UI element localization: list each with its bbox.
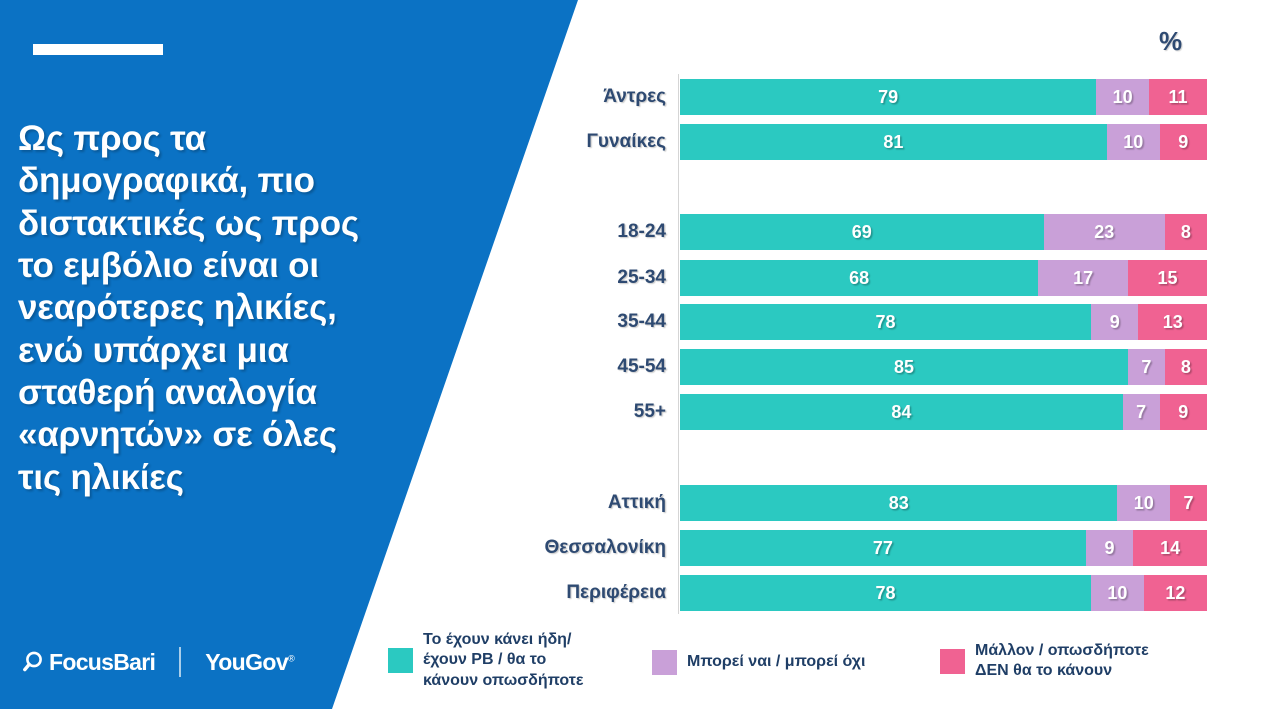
bar-segment-maybe: 9 bbox=[1091, 304, 1139, 340]
bar-row-label: 18-24 bbox=[617, 221, 666, 242]
bar-segment-yes: 68 bbox=[680, 260, 1039, 296]
chart-legend: Το έχουν κάνει ήδη/ έχουν PB / θα το κάν… bbox=[0, 628, 1269, 709]
bar-segment-maybe: 17 bbox=[1038, 260, 1128, 296]
bar-segment-no: 15 bbox=[1127, 260, 1207, 296]
bar-segment-maybe: 7 bbox=[1127, 349, 1165, 385]
bar-segment-maybe: 10 bbox=[1096, 79, 1150, 115]
table-row: 78 10 12 bbox=[680, 575, 1207, 611]
chart-axis-line bbox=[678, 74, 679, 614]
bar-row-label: Περιφέρεια bbox=[566, 582, 666, 603]
page-title: Ως προς τα δημογραφικά, πιο διστακτικές … bbox=[18, 119, 359, 497]
bar-row-label: 45-54 bbox=[617, 356, 666, 377]
table-row: 78 9 13 bbox=[680, 304, 1207, 340]
accent-rule bbox=[33, 44, 163, 55]
bar-segment-yes: 84 bbox=[680, 394, 1123, 430]
bar-segment-no: 8 bbox=[1164, 214, 1207, 250]
bar-row-label: 35-44 bbox=[617, 311, 666, 332]
bar-segment-no: 12 bbox=[1143, 575, 1207, 611]
trademark-mark: ® bbox=[288, 652, 295, 663]
table-row: 77 9 14 bbox=[680, 530, 1207, 566]
table-row: 85 7 8 bbox=[680, 349, 1207, 385]
legend-swatch-yes bbox=[388, 647, 413, 673]
bar-segment-maybe: 9 bbox=[1085, 530, 1134, 566]
bar-row-label: Αττική bbox=[607, 492, 666, 513]
percent-axis-label: % bbox=[1159, 26, 1183, 56]
legend-item-yes[interactable]: Το έχουν κάνει ήδη/ έχουν PB / θα το κάν… bbox=[388, 630, 584, 691]
bar-segment-maybe: 7 bbox=[1122, 394, 1160, 430]
focusbari-logo: FocusBari bbox=[22, 648, 156, 675]
magnifier-icon bbox=[22, 649, 48, 675]
bar-segment-maybe: 10 bbox=[1091, 575, 1144, 611]
bar-row-label: Γυναίκες bbox=[586, 131, 667, 152]
bar-segment-maybe: 23 bbox=[1043, 214, 1165, 250]
bar-row-label: 55+ bbox=[633, 401, 666, 422]
legend-label-no: Μάλλον / οπωσδήποτε ΔΕΝ θα το κάνουν bbox=[975, 642, 1149, 680]
bar-segment-no: 7 bbox=[1170, 485, 1207, 521]
bar-segment-yes: 78 bbox=[680, 575, 1092, 611]
table-row: 84 7 9 bbox=[680, 394, 1207, 430]
bar-segment-yes: 79 bbox=[680, 79, 1097, 115]
bar-segment-yes: 77 bbox=[680, 530, 1086, 566]
bar-row-label: Άντρες bbox=[603, 86, 666, 107]
table-row: 79 10 11 bbox=[680, 79, 1207, 115]
bar-segment-no: 11 bbox=[1149, 79, 1207, 115]
yougov-wordmark: YouGov bbox=[205, 648, 289, 675]
legend-label-yes: Το έχουν κάνει ήδη/ έχουν PB / θα το κάν… bbox=[423, 631, 584, 689]
table-row: 68 17 15 bbox=[680, 260, 1207, 296]
bar-segment-no: 14 bbox=[1133, 530, 1207, 566]
bar-segment-yes: 85 bbox=[680, 349, 1128, 385]
bar-segment-no: 9 bbox=[1159, 394, 1207, 430]
table-row: 83 10 7 bbox=[680, 485, 1207, 521]
bar-segment-maybe: 10 bbox=[1106, 124, 1160, 160]
focusbari-wordmark: FocusBari bbox=[49, 648, 156, 675]
yougov-logo: YouGov® bbox=[205, 648, 295, 675]
legend-label-maybe: Μπορεί ναι / μπορεί όχι bbox=[687, 653, 866, 671]
footer-logos: FocusBari YouGov® bbox=[22, 645, 295, 679]
bar-segment-no: 8 bbox=[1164, 349, 1207, 385]
table-row: 69 23 8 bbox=[680, 214, 1207, 250]
legend-item-no[interactable]: Μάλλον / οπωσδήποτε ΔΕΝ θα το κάνουν bbox=[940, 641, 1149, 682]
legend-item-maybe[interactable]: Μπορεί ναι / μπορεί όχι bbox=[652, 650, 865, 675]
bar-segment-no: 9 bbox=[1159, 124, 1207, 160]
legend-swatch-no bbox=[940, 648, 965, 674]
legend-swatch-maybe bbox=[652, 650, 677, 675]
bar-segment-yes: 69 bbox=[680, 214, 1044, 250]
bar-segment-yes: 83 bbox=[680, 485, 1118, 521]
bar-segment-yes: 78 bbox=[680, 304, 1092, 340]
bar-segment-no: 13 bbox=[1138, 304, 1207, 340]
bar-row-label: Θεσσαλονίκη bbox=[544, 537, 666, 558]
table-row: 81 10 9 bbox=[680, 124, 1207, 160]
bar-row-label: 25-34 bbox=[617, 267, 666, 288]
bar-segment-maybe: 10 bbox=[1117, 485, 1171, 521]
bar-segment-yes: 81 bbox=[680, 124, 1107, 160]
logo-divider bbox=[179, 647, 182, 677]
